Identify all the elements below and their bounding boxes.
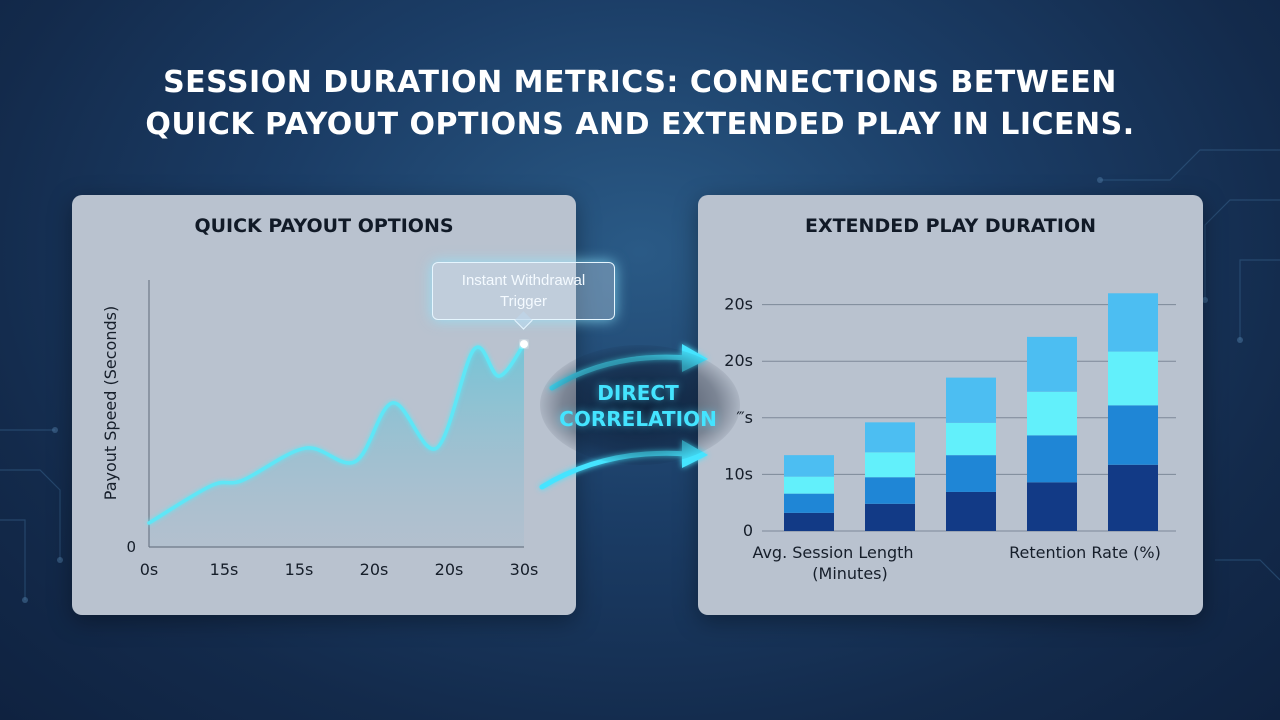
bar-0-segment-1: [784, 493, 834, 513]
chart-title: SESSION DURATION METRICS: CONNECTIONS BE…: [0, 62, 1280, 146]
bar-3-segment-3: [1027, 336, 1077, 392]
x-tick-label: 20s: [435, 560, 464, 579]
bar-1-segment-3: [865, 422, 915, 453]
direct-correlation-label: DIRECT CORRELATION: [548, 380, 728, 432]
instant-withdrawal-point: [520, 340, 528, 349]
bar-1-segment-2: [865, 452, 915, 478]
title-line-2: QUICK PAYOUT OPTIONS AND EXTENDED PLAY I…: [145, 107, 1135, 142]
x-tick-label: 15s: [285, 560, 314, 579]
y-axis-label: Payout Speed (Seconds): [101, 306, 120, 500]
bar-3-segment-0: [1027, 482, 1077, 531]
correlation-line-1: DIRECT: [597, 381, 679, 405]
y-tick-label: 0: [743, 521, 753, 540]
x-tick-label: 20s: [360, 560, 389, 579]
category-label-session-length: Avg. Session Length (Minutes): [752, 543, 913, 583]
payout-speed-line: [147, 342, 526, 525]
extended-play-chart: 0 10s ‴s 20s 20s Avg. Session Length (Minutes)…: [724, 293, 1176, 583]
y-tick-label: 0: [126, 538, 136, 556]
category-label-retention-rate: Retention Rate (%): [1009, 543, 1161, 562]
bar-1-segment-1: [865, 477, 915, 504]
bar-2-segment-3: [946, 377, 996, 423]
bar-4-segment-3: [1108, 293, 1158, 352]
correlation-glow: [540, 345, 740, 465]
correlation-line-2: CORRELATION: [559, 407, 717, 431]
instant-withdrawal-annotation: Instant Withdrawal Trigger: [432, 262, 615, 320]
bar-2-segment-0: [946, 491, 996, 531]
bar-0-segment-3: [784, 455, 834, 477]
title-line-1: SESSION DURATION METRICS: CONNECTIONS BE…: [163, 65, 1117, 100]
y-tick-label: 20s: [724, 351, 753, 370]
bar-3-segment-1: [1027, 435, 1077, 483]
y-tick-label: 20s: [724, 295, 753, 314]
quick-payout-panel: QUICK PAYOUT OPTIONS 0s 15s 15s 20s 20s 30s 0 P…: [72, 195, 576, 615]
x-tick-label: 15s: [210, 560, 239, 579]
y-tick-label: ‴s: [736, 408, 753, 427]
x-tick-label: 0s: [140, 560, 159, 579]
bar-2-segment-2: [946, 422, 996, 456]
bar-2-segment-1: [946, 455, 996, 492]
area-fill: [149, 344, 524, 547]
bar-0-segment-0: [784, 512, 834, 531]
extended-play-panel: EXTENDED PLAY DURATION 0 10s ‴s 20s 20s Avg. …: [698, 195, 1203, 615]
bar-0-segment-2: [784, 476, 834, 494]
right-chart-title: EXTENDED PLAY DURATION: [804, 215, 1097, 237]
y-tick-label: 10s: [724, 464, 753, 483]
bar-4-segment-2: [1108, 351, 1158, 406]
x-tick-label: 30s: [510, 560, 539, 579]
bar-3-segment-2: [1027, 391, 1077, 436]
payout-speed-chart: 0s 15s 15s 20s 20s 30s 0 Payout Speed (Seconds): [101, 280, 539, 579]
bar-4-segment-0: [1108, 464, 1158, 531]
bar-1-segment-0: [865, 503, 915, 531]
left-chart-title: QUICK PAYOUT OPTIONS: [194, 215, 454, 237]
bar-4-segment-1: [1108, 405, 1158, 465]
